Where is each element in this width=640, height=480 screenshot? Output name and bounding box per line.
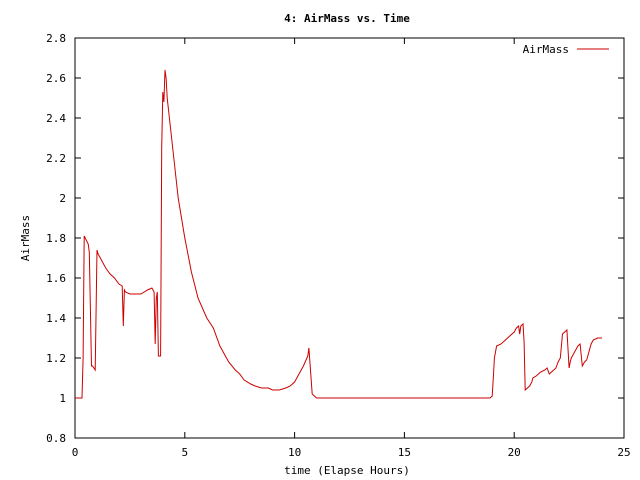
x-tick-label: 0 [72,446,79,459]
y-tick-label: 2.2 [46,152,66,165]
y-tick-label: 2.8 [46,32,66,45]
series-layer [75,69,602,399]
series-line-airmass [75,69,602,399]
chart-title: 4: AirMass vs. Time [284,12,410,25]
y-tick-label: 0.8 [46,432,66,445]
x-axis-label: time (Elapse Hours) [284,464,410,477]
legend-label-airmass: AirMass [523,43,569,56]
x-axis-ticks: 0 5 10 15 20 25 [72,38,631,459]
x-tick-label: 10 [288,446,301,459]
x-tick-label: 15 [398,446,411,459]
x-tick-label: 25 [617,446,630,459]
x-tick-label: 5 [181,446,188,459]
y-tick-label: 2.4 [46,112,66,125]
legend: AirMass [523,43,609,56]
y-tick-label: 1 [59,392,66,405]
x-tick-label: 20 [508,446,521,459]
y-tick-label: 1.4 [46,312,66,325]
y-axis-label: AirMass [19,215,32,261]
y-tick-label: 1.2 [46,352,66,365]
y-axis-ticks: 0.8 1 1.2 1.4 1.6 1.8 2 2.2 2.4 2.6 2.8 [46,32,624,445]
y-tick-label: 1.8 [46,232,66,245]
y-tick-label: 2.6 [46,72,66,85]
y-tick-label: 2 [59,192,66,205]
y-tick-label: 1.6 [46,272,66,285]
